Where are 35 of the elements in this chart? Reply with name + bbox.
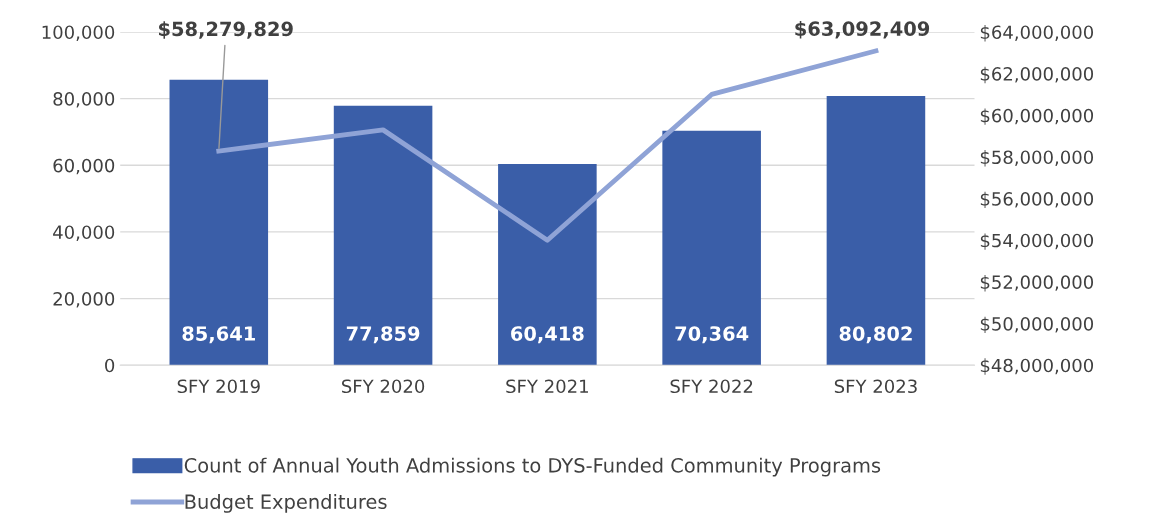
data-label: $63,092,409 — [795, 20, 930, 39]
y2-tick-label: $60,000,000 — [980, 108, 1094, 125]
x-tick-label: SFY 2021 — [506, 379, 588, 394]
x-tick-label: SFY 2022 — [670, 379, 753, 394]
y2-tick-label: $58,000,000 — [980, 150, 1094, 167]
data-label: 70,364 — [675, 326, 749, 344]
data-label: 77,859 — [346, 326, 420, 344]
y2-tick-label: $50,000,000 — [980, 316, 1094, 334]
legend-label: Count of Annual Youth Admissions to DYS-Funded Community Programs — [184, 457, 881, 477]
y-tick-label: 60,000 — [53, 158, 115, 175]
data-label: 85,641 — [182, 326, 255, 344]
y-tick-label: 20,000 — [53, 292, 115, 308]
y-tick-label: 0 — [105, 358, 115, 373]
data-label: 80,802 — [839, 326, 912, 344]
line-series — [216, 48, 879, 243]
legend-label: Budget Expenditures — [185, 493, 387, 513]
y-tick-label: 40,000 — [53, 225, 115, 241]
y2-tick-label: $54,000,000 — [980, 233, 1094, 250]
y2-tick-label: $48,000,000 — [980, 358, 1094, 375]
x-tick-label: SFY 2020 — [341, 379, 425, 394]
x-tick-label: SFY 2023 — [834, 379, 917, 394]
bar — [662, 130, 761, 366]
x-tick-label: SFY 2019 — [177, 379, 260, 394]
y-tick-label: 100,000 — [42, 25, 115, 41]
bar — [826, 95, 926, 366]
data-label: 60,418 — [511, 326, 584, 344]
bar — [333, 105, 433, 366]
bar — [498, 163, 597, 366]
y2-tick-label: $62,000,000 — [980, 66, 1094, 84]
data-label: $58,279,829 — [158, 21, 293, 39]
y2-tick-label: $52,000,000 — [980, 275, 1094, 292]
y-tick-label: 80,000 — [53, 92, 115, 108]
y2-tick-label: $56,000,000 — [980, 191, 1094, 209]
bar — [169, 79, 269, 366]
y2-tick-label: $64,000,000 — [980, 25, 1094, 42]
